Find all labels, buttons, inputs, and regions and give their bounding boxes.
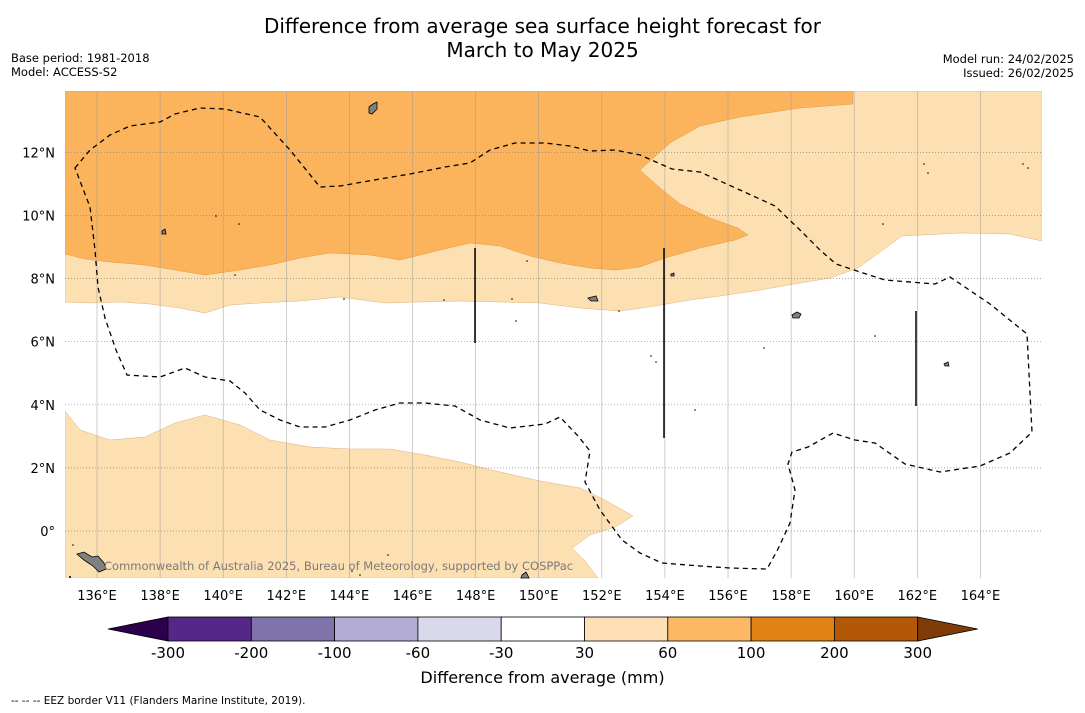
island-pohnpei [791,311,802,319]
colorbar-tick-label: 100 [737,644,766,662]
island-small-3 [943,361,950,367]
colorbar-swatch [334,616,419,642]
colorbar-extend-high [917,616,978,642]
eez-legend-symbol: -- -- -- [11,695,41,707]
colorbar-tick-label: -100 [318,644,352,662]
longitude-label: 136°E [77,589,117,604]
longitude-label: 156°E [708,589,748,604]
latitude-label: 12°N [22,146,55,161]
map-area [65,91,1042,578]
anomaly-region-30-60-south [65,410,634,578]
latitude-label: 10°N [22,210,55,225]
eez-legend-text: EEZ border V11 (Flanders Marine Institut… [43,695,306,707]
colorbar-swatch [167,616,252,642]
meta-right: Model run: 24/02/2025 Issued: 26/02/2025 [943,52,1074,80]
latitude-label: 4°N [31,399,56,414]
issued-label: Issued: 26/02/2025 [963,66,1074,80]
longitude-label: 142°E [267,589,307,604]
longitude-label: 154°E [645,589,685,604]
base-period-label: Base period: 1981-2018 [11,51,150,65]
colorbar-swatch [250,616,336,642]
colorbar-extend-low [107,616,169,642]
longitude-label: 140°E [203,589,243,604]
copyright-text: Commonwealth of Australia 2025, Bureau o… [104,559,573,573]
tiny-islands [69,163,1029,578]
island-north [368,101,378,115]
latitude-label: 6°N [31,336,56,351]
colorbar-tick-label: -200 [234,644,268,662]
colorbar-swatch [750,616,835,642]
eez-border-north [74,107,1033,570]
colorbar-swatch [417,616,502,642]
longitude-label: 160°E [834,589,874,604]
colorbar-tick-label: 300 [903,644,932,662]
colorbar-tick-label: 30 [575,644,594,662]
longitude-label: 144°E [330,589,370,604]
longitude-label: 152°E [582,589,622,604]
colorbar-tick-label: 200 [820,644,849,662]
map-gridlines [65,91,1042,578]
colorbar-swatch [500,616,585,642]
longitude-label: 138°E [140,589,180,604]
island-small-1 [161,228,167,235]
island-small-4 [520,571,530,579]
latitude-label: 8°N [31,273,56,288]
land-masses [76,101,950,579]
island-small-5 [670,272,675,277]
eez-segments [474,248,917,438]
map-title: Difference from average sea surface heig… [0,14,1085,62]
title-line-2: March to May 2025 [446,38,639,62]
island-palau [76,551,107,573]
colorbar-swatch [834,616,919,642]
colorbar-tick-label: -60 [406,644,431,662]
latitude-label: 0° [40,525,55,540]
model-label: Model: ACCESS-S2 [11,65,118,79]
eez-border [74,107,1033,570]
colorbar-swatch [667,616,752,642]
longitude-label: 164°E [961,589,1001,604]
colorbar-tick-label: -30 [489,644,514,662]
anomaly-region-60-100-north [65,91,854,276]
longitude-label: 158°E [771,589,811,604]
longitude-label: 148°E [456,589,496,604]
colorbar-tick-label: -300 [151,644,185,662]
eez-legend-note: -- -- -- EEZ border V11 (Flanders Marine… [11,695,305,708]
meta-left: Base period: 1981-2018 Model: ACCESS-S2 [11,51,150,79]
longitude-labels: 136°E 138°E 140°E 142°E 144°E 146°E 148°E 150°E… [77,589,1000,604]
longitude-label: 162°E [898,589,938,604]
colorbar-tick-label: 60 [658,644,677,662]
latitude-labels: 12°N 10°N 8°N 6°N 4°N 2°N 0° [22,146,55,540]
model-run-label: Model run: 24/02/2025 [942,52,1074,66]
island-small-2 [587,295,599,302]
colorbar-title: Difference from average (mm) [420,668,665,687]
colorbar: -300 -200 -100 -60 -30 30 60 100 200 300 [107,616,978,662]
title-line-1: Difference from average sea surface heig… [263,14,822,38]
latitude-label: 2°N [31,462,56,477]
longitude-label: 150°E [519,589,559,604]
colorbar-swatch [584,616,669,642]
longitude-label: 146°E [393,589,433,604]
